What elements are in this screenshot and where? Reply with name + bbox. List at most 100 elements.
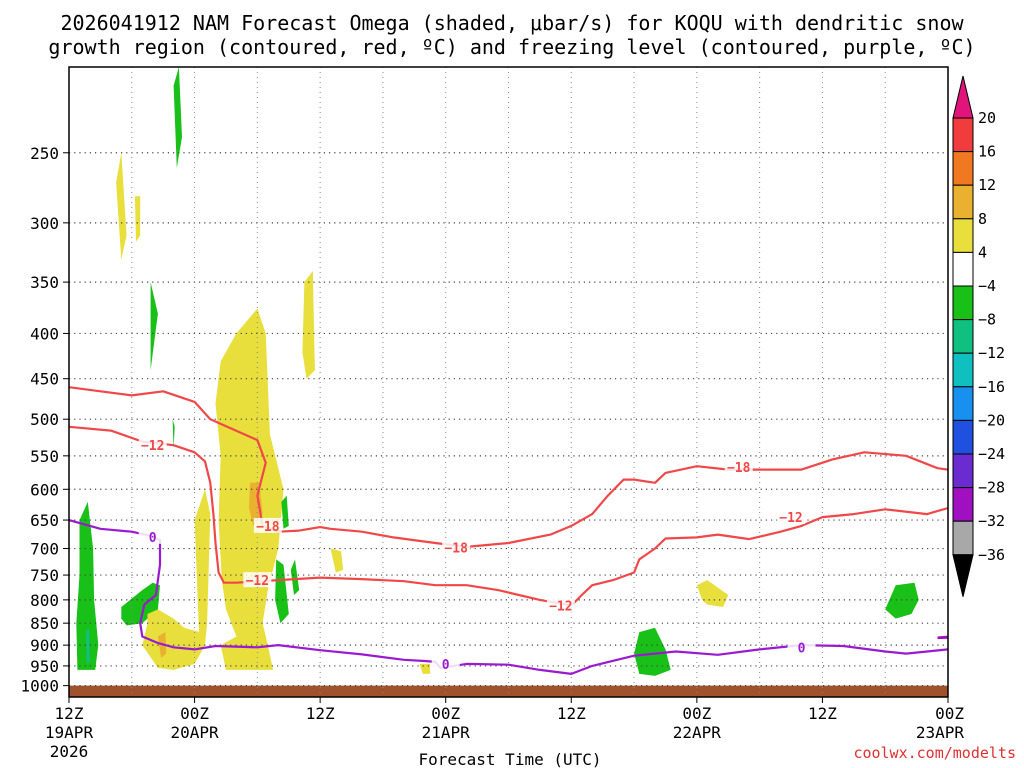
omega-area-14 [275,559,289,624]
x-tick-label: 2026 [50,742,89,761]
x-tick-label: 20APR [170,723,219,742]
y-tick-label: 850 [30,614,59,633]
contour-dgz_minus12-0 [69,425,572,607]
contour-dgz_minus12-1 [570,506,948,607]
colorbar-bottom-arrow [952,554,974,597]
contour-freezing_level_0-0 [69,519,948,675]
x-tick-label: 12Z [557,704,586,723]
contour-label-dgz_minus12-3: −12 [779,511,802,526]
colorbar-label: 4 [978,243,987,261]
y-axis: 250 300 350 400 450 500 550 600 650 700 750 800 850 9… [20,144,69,696]
title-line-2: growth region (contoured, red, ºC) and f… [48,35,975,59]
contour-label-freezing_level_0-2: 0 [798,641,806,656]
terrain [69,685,948,697]
y-tick-label: 750 [30,566,59,585]
omega-area-0 [116,152,127,260]
omega-area-10 [194,489,211,654]
colorbar-label: −4 [978,277,996,295]
y-tick-label: 450 [30,370,59,389]
contour-label-dgz_minus12-1: −12 [246,574,269,589]
colorbar-label: 12 [978,176,996,194]
contour-label-bg [442,539,471,555]
omega-area-1 [134,196,141,242]
colorbar-label: −32 [978,512,1005,530]
contour-label-dgz_minus18-1: −18 [444,541,468,556]
y-tick-label: 250 [30,144,59,163]
omega-area-6 [85,627,90,664]
y-tick-label: 800 [30,591,59,610]
x-tick-label: 12Z [55,704,84,723]
x-tick-label: 21APR [422,723,471,742]
y-tick-label: 400 [30,324,59,343]
omega-area-15 [290,559,300,595]
x-tick-label: 00Z [431,704,460,723]
colorbar-swatch [952,487,974,522]
colorbar-label: −12 [978,344,1005,362]
omega-area-20 [696,580,729,607]
omega-area-2 [173,67,182,168]
colorbar-swatch [952,520,974,556]
title: 2026041912 NAM Forecast Omega (shaded, μ… [48,11,975,59]
colorbar-label: −28 [978,479,1005,497]
x-tick-label: 23APR [916,723,965,742]
x-tick-label: 00Z [180,704,209,723]
colorbar-label: 20 [978,109,996,127]
x-tick-label: 12Z [808,704,837,723]
colorbar-swatch [952,352,974,388]
contour-dgz_minus18-1 [570,451,948,527]
omega-area-21 [885,582,919,619]
colorbar-label: 8 [978,210,987,228]
omega-area-5 [76,501,99,670]
colorbar-swatch [952,218,974,253]
colorbar-label: −24 [978,445,1005,463]
colorbar-label: −20 [978,411,1005,429]
y-tick-label: 950 [30,657,59,676]
x-tick-label: 12Z [306,704,335,723]
x-tick-label: 00Z [935,704,964,723]
contour-label-dgz_minus12-0: −12 [141,439,164,454]
contour-label-bg [138,528,167,544]
contour-label-bg [546,597,575,613]
y-tick-label: 700 [30,540,59,559]
omega-area-13 [281,495,289,529]
contour-label-bg [138,437,167,453]
colorbar-label: 16 [978,143,996,161]
omega-shading [76,67,948,676]
omega-area-19 [634,627,671,676]
x-tick-label: 22APR [673,723,722,742]
y-tick-label: 550 [30,447,59,466]
y-tick-label: 900 [30,636,59,655]
omega-area-4 [172,419,175,449]
x-tick-label: 00Z [682,704,711,723]
omega-area-17 [330,548,344,573]
plot-frame [68,66,949,698]
contours: −12 −12 −12 −12 −18 −18 −18 0 0 0 [69,386,948,675]
contour-label-freezing_level_0-0: 0 [149,531,157,546]
omega-area-22 [937,635,948,640]
contour-label-bg [777,509,806,525]
contour-label-bg [431,655,460,671]
colorbar-swatch [952,184,974,220]
omega-area-12 [249,482,263,526]
colorbar-swatch [952,285,974,321]
y-tick-label: 650 [30,511,59,530]
contour-label-bg [724,458,753,474]
omega-area-16 [302,271,315,379]
colorbar-label: −16 [978,378,1005,396]
colorbar-label: −36 [978,546,1005,564]
colorbar-swatch [952,419,974,455]
grid [69,67,948,697]
terrain-fill [69,685,948,697]
contour-label-dgz_minus12-2: −12 [549,600,572,615]
title-line-1: 2026041912 NAM Forecast Omega (shaded, μ… [60,11,964,35]
colorbar-swatch [952,386,974,421]
colorbar-swatch [952,453,974,489]
colorbar: 20 16 12 8 4 −4 −8 −12 −16 −20 −24 −28 −32 −36 [952,75,1005,597]
y-tick-label: 600 [30,480,59,499]
omega-area-18 [419,663,430,674]
contour-label-freezing_level_0-1: 0 [442,658,450,673]
y-tick-label: 350 [30,273,59,292]
x-axis-label: Forecast Time (UTC) [418,750,601,768]
